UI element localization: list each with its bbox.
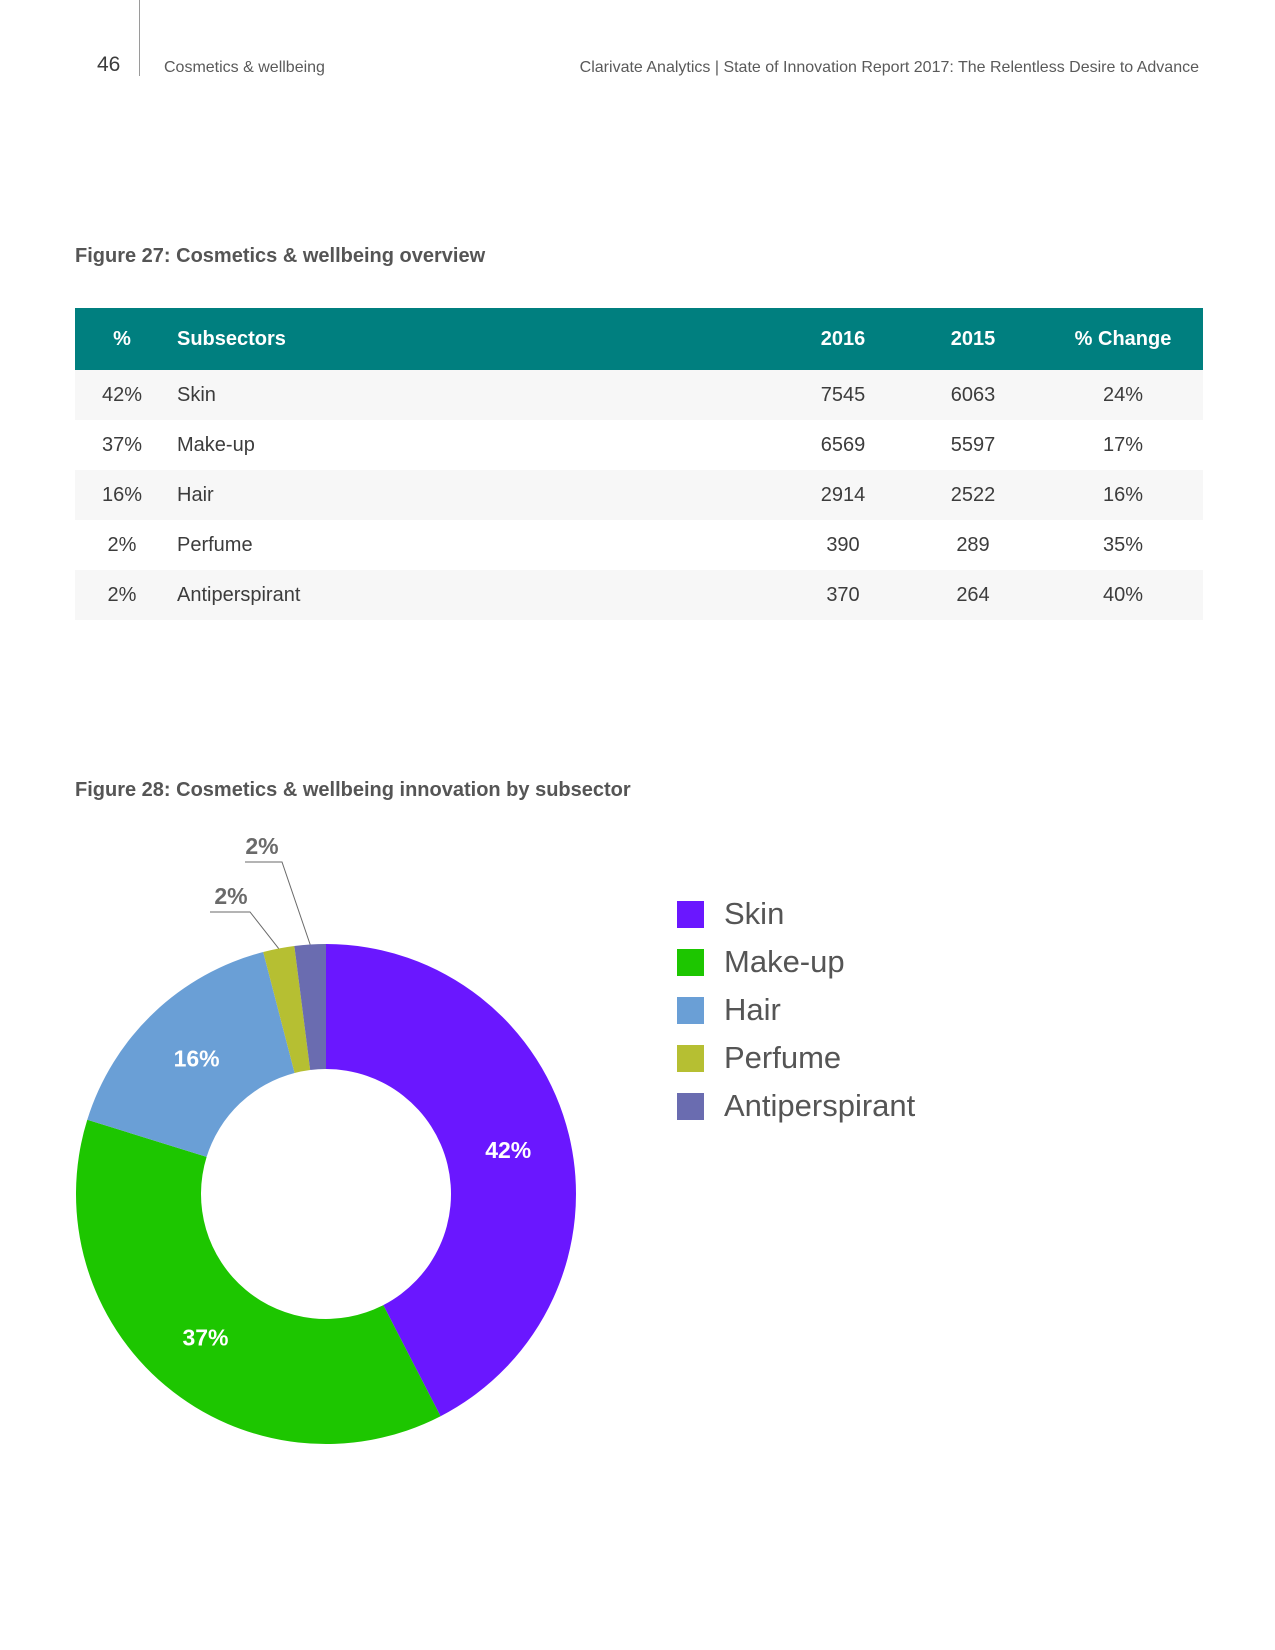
cell-2015: 5597 [950,433,996,456]
cell-change: 40% [1043,570,1203,620]
donut-slice-skin [326,944,577,1417]
figure-27-title: Figure 27: Cosmetics & wellbeing overvie… [75,245,486,267]
legend-item: Hair [677,986,915,1034]
cell-subsector: Perfume [177,533,253,556]
figure-28-title: Figure 28: Cosmetics & wellbeing innovat… [75,779,631,801]
data-label: 37% [182,1325,228,1351]
cell-2016: 7545 [783,370,903,420]
data-label: 16% [174,1045,220,1071]
table-row: 16% Hair 2914 2522 16% [75,470,1203,520]
table-header-row: % Subsectors 2016 2015 % Change [75,308,1203,370]
donut-slice-make-up [75,1119,441,1445]
cell-change: 35% [1102,533,1144,556]
cell-2015: 289 [956,533,990,556]
cell-2015: 6063 [903,370,1043,420]
legend-swatch [677,900,704,928]
data-label: 2% [245,833,278,859]
legend-label: Hair [724,992,781,1027]
legend-swatch [677,996,704,1024]
table-row: 2% Perfume 390 289 35% [75,520,1203,570]
legend-label: Skin [724,896,785,931]
data-label: 42% [485,1137,531,1163]
cell-2015: 264 [903,570,1043,620]
donut-slice-perfume [263,946,311,1074]
cell-percent: 2% [107,533,137,556]
legend-swatch [677,1092,704,1120]
cell-2015: 2522 [903,470,1043,520]
legend-label: Perfume [724,1040,842,1075]
table-row: 2% Antiperspirant 370 264 40% [75,570,1203,620]
donut-slice-antiperspirant [294,944,326,1071]
leader-line [245,861,311,945]
cell-2016: 2914 [783,470,903,520]
legend-item: Skin [677,890,915,938]
table-row: 37% Make-up 6569 5597 17% [75,420,1203,470]
donut-chart: 42% 37% 16% 2% 2% [75,833,577,1445]
column-header-percent: % [75,308,169,370]
overview-table: % Subsectors 2016 2015 % Change 42% Skin… [75,308,1203,620]
table-row: 42% Skin 7545 6063 24% [75,370,1203,420]
cell-percent: 16% [75,470,169,520]
column-header-2016: 2016 [783,308,903,370]
data-label: 2% [214,883,247,909]
page-number: 46 [97,53,121,76]
leader-line [210,911,280,949]
legend-swatch [677,948,704,976]
report-title: Clarivate Analytics | State of Innovatio… [579,59,1199,76]
column-header-2015: 2015 [903,308,1043,370]
cell-change: 24% [1043,370,1203,420]
legend-swatch [677,1044,704,1072]
chart-legend: Skin Make-up Hair Perfume Antiperspirant [677,890,915,1130]
section-name: Cosmetics & wellbeing [164,59,325,76]
donut-slice-hair [87,952,295,1157]
column-header-subsectors: Subsectors [169,308,783,370]
cell-subsector: Skin [169,370,783,420]
legend-label: Make-up [724,944,845,979]
cell-subsector: Make-up [177,433,255,456]
cell-2016: 390 [826,533,860,556]
legend-item: Make-up [677,938,915,986]
cell-subsector: Antiperspirant [169,570,783,620]
cell-2016: 6569 [820,433,866,456]
cell-change: 16% [1043,470,1203,520]
cell-percent: 42% [75,370,169,420]
legend-item: Antiperspirant [677,1082,915,1130]
cell-percent: 2% [75,570,169,620]
column-header-change: % Change [1043,308,1203,370]
legend-item: Perfume [677,1034,915,1082]
cell-subsector: Hair [169,470,783,520]
cell-2016: 370 [783,570,903,620]
cell-change: 17% [1102,433,1144,456]
cell-percent: 37% [101,433,143,456]
header-divider [139,0,140,76]
legend-label: Antiperspirant [724,1088,916,1123]
